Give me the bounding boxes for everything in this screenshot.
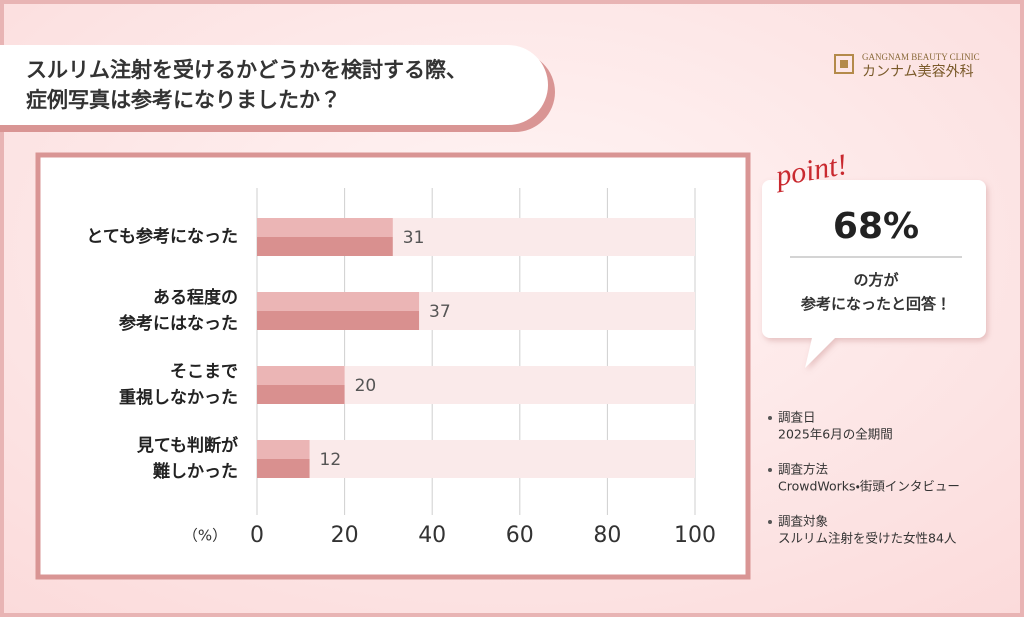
value-label: 31 <box>403 228 425 248</box>
bar-upper <box>257 292 420 311</box>
bar-upper <box>257 366 345 385</box>
category-label: とても参考になった <box>86 226 238 247</box>
x-tick-label: 100 <box>674 523 716 548</box>
bullet <box>768 468 772 472</box>
category-label: そこまで重視しなかった <box>119 362 238 408</box>
bar-lower <box>257 311 420 330</box>
x-tick-label: 60 <box>506 523 534 548</box>
plot: 0 20 40 60 80 100 とても参考になった 31 ある程度の参考にはなった 37 そこま… <box>86 188 716 548</box>
brand-tagline: GANGNAM BEAUTY CLINIC <box>862 52 980 62</box>
bar <box>257 366 345 404</box>
bar <box>257 218 393 256</box>
bar-track <box>257 440 695 478</box>
bullet <box>768 416 772 420</box>
survey-label: 調査日 <box>778 410 816 425</box>
x-tick-label: 0 <box>250 523 264 548</box>
value-label: 37 <box>429 302 451 322</box>
x-tick-label: 80 <box>593 523 621 548</box>
bullet <box>768 520 772 524</box>
bar-upper <box>257 440 310 459</box>
bar-upper <box>257 218 393 237</box>
bar-lower <box>257 385 345 404</box>
x-tick-label: 20 <box>331 523 359 548</box>
brand-logo <box>834 54 854 74</box>
title: スルリム注射を受けるかどうかを検討する際、症例写真は参考になりましたか？ <box>26 58 467 112</box>
point-text: の方が参考になったと回答！ <box>800 271 951 313</box>
x-tick-label: 40 <box>418 523 446 548</box>
bar <box>257 292 420 330</box>
x-axis-label: （%） <box>183 527 227 545</box>
survey-value: CrowdWorks・街頭インタビュー <box>778 479 960 494</box>
point-stat: 68% <box>833 206 919 247</box>
point-callout <box>762 180 986 368</box>
survey-label: 調査方法 <box>778 462 829 477</box>
survey-value: 2025年6月の全期間 <box>778 427 893 442</box>
value-label: 20 <box>355 376 377 396</box>
bar-lower <box>257 459 310 478</box>
bar-lower <box>257 237 393 256</box>
brand-name: カンナム美容外科 <box>862 63 974 80</box>
bar <box>257 440 310 478</box>
survey-label: 調査対象 <box>778 514 828 529</box>
title-banner <box>0 45 548 125</box>
value-label: 12 <box>320 450 342 470</box>
category-label: ある程度の参考にはなった <box>118 287 238 334</box>
category-label: 見ても判断が難しかった <box>136 435 238 482</box>
survey-value: スルリム注射を受けた女性84人 <box>778 531 957 546</box>
